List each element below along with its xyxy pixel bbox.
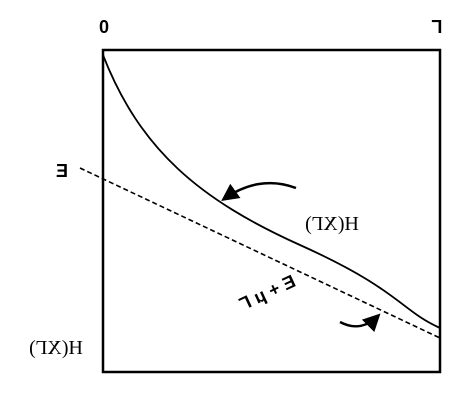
energy-label: E xyxy=(56,161,68,181)
line-label: E + μ Γ xyxy=(236,271,298,314)
frame xyxy=(101,48,442,374)
curve xyxy=(102,54,441,329)
end-label: Γ xyxy=(431,17,442,37)
dashed-line xyxy=(79,167,441,339)
arrow xyxy=(339,313,381,333)
line-label-group: E + μ Γ xyxy=(236,271,298,314)
corner-label: H(XΓ) xyxy=(29,337,83,359)
curve-label: H(XΓ) xyxy=(305,213,359,235)
origin-label: 0 xyxy=(99,17,109,37)
arrow xyxy=(221,181,297,202)
